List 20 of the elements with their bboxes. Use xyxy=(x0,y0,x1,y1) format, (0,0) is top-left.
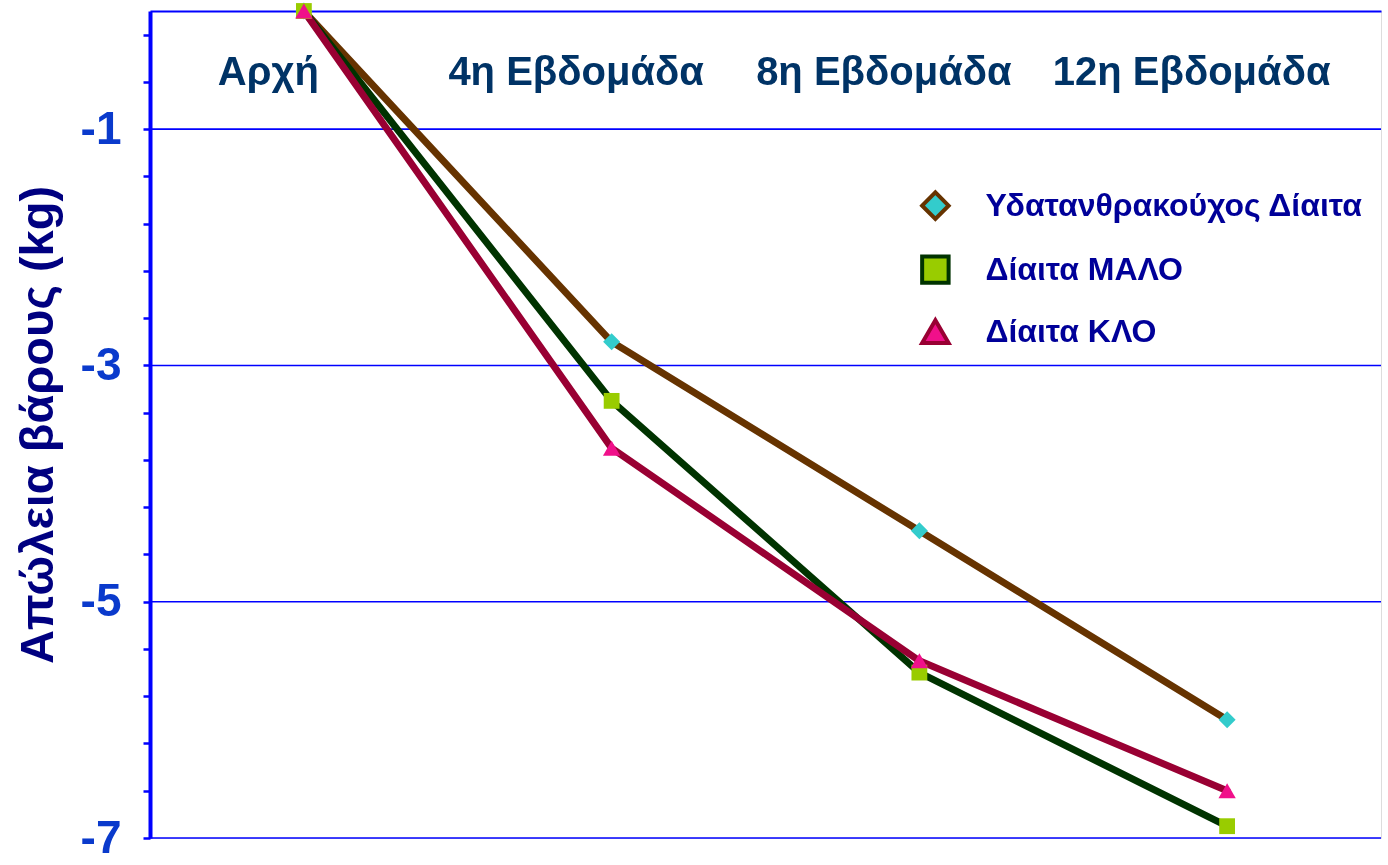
y-tick-label: -1 xyxy=(80,101,122,154)
point xyxy=(910,522,928,540)
point xyxy=(910,653,929,669)
legend-label: Δίαιτα ΜΑΛΟ xyxy=(985,250,1183,287)
x-tick-label: 4η Εβδομάδα xyxy=(448,48,705,93)
y-axis-title: Απώλεια βάρους (kg) xyxy=(9,185,63,665)
legend-label: Δίαιτα ΚΛΟ xyxy=(985,312,1157,349)
point xyxy=(603,333,621,351)
point xyxy=(1218,783,1236,799)
y-tick-label: -7 xyxy=(80,810,122,863)
point xyxy=(603,392,620,409)
point xyxy=(602,440,621,456)
legend-label: Υδατανθρακούχος Δίαιτα xyxy=(985,186,1363,223)
point xyxy=(1218,711,1236,729)
x-tick-label: 12η Εβδομάδα xyxy=(1052,48,1331,93)
y-tick-label: -5 xyxy=(80,574,122,627)
point xyxy=(1219,818,1236,835)
x-tick-label: Αρχή xyxy=(217,48,319,93)
y-tick-label: -3 xyxy=(80,337,122,390)
x-tick-label: 8η Εβδομάδα xyxy=(756,48,1013,93)
